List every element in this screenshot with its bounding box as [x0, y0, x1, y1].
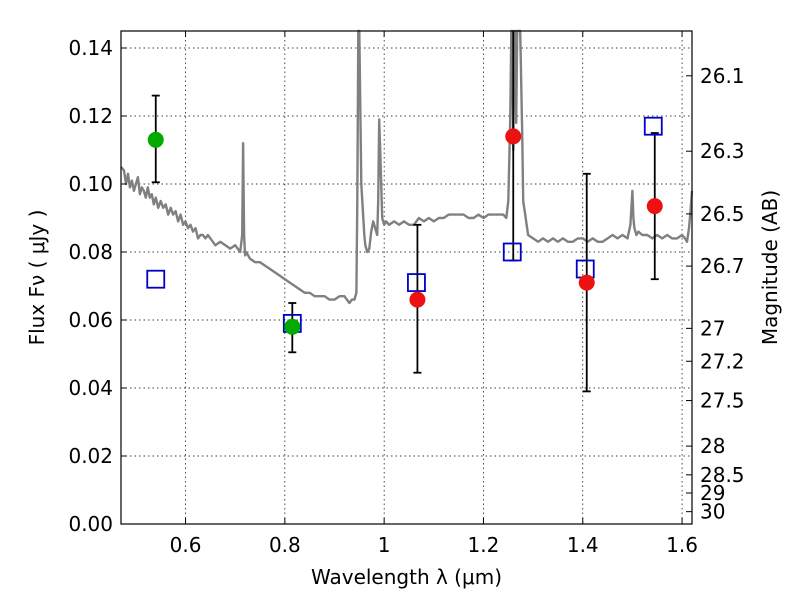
y-tick-label: 0.12 — [68, 104, 113, 128]
model-square-marker — [407, 273, 426, 293]
y2-tick-label: 28 — [700, 434, 725, 458]
plot-frame — [120, 30, 693, 525]
data-point-marker — [409, 291, 426, 308]
y2-tick-label: 27 — [700, 316, 725, 340]
x-tick-label: 0.6 — [170, 533, 202, 557]
y-axis-ticks: 0.00 0.02 0.04 0.06 0.08 0.10 0.12 0.14 — [68, 36, 127, 536]
data-point-marker — [505, 128, 522, 145]
y2-tick-label: 26.7 — [700, 254, 745, 278]
y2-axis-title: Magnitude (AB) — [758, 190, 782, 345]
y2-tick-label: 26.1 — [700, 64, 745, 88]
data-point-marker — [147, 131, 164, 148]
y-tick-label: 0.10 — [68, 172, 113, 196]
y-tick-label: 0.02 — [68, 444, 113, 468]
data-point-marker — [578, 274, 595, 291]
x-axis-title: Wavelength λ (μm) — [311, 565, 502, 589]
y2-tick-label: 27.5 — [700, 389, 745, 413]
x-tick-label: 0.8 — [269, 533, 301, 557]
y-tick-label: 0.06 — [68, 308, 113, 332]
y2-tick-label: 26.3 — [700, 139, 745, 163]
spectrum-layer — [120, 29, 694, 305]
y-tick-label: 0.08 — [68, 240, 113, 264]
y2-tick-label: 29 — [700, 481, 725, 505]
spectrum-line — [120, 29, 694, 305]
model-square-marker — [146, 269, 166, 289]
model-square-marker — [502, 242, 522, 262]
y2-tick-label: 26.5 — [700, 202, 745, 226]
grid-lines — [121, 31, 692, 524]
y2-tick-label: 27.2 — [700, 349, 745, 373]
markers-layer — [146, 116, 663, 335]
x-tick-label: 1.6 — [666, 533, 698, 557]
y-tick-label: 0.14 — [68, 36, 113, 60]
x-tick-label: 1.2 — [468, 533, 500, 557]
y-tick-label: 0.00 — [68, 512, 113, 536]
y2-tick-label: 28.5 — [700, 463, 745, 487]
x-axis-ticks: 0.6 0.8 1 1.2 1.4 1.6 — [170, 31, 698, 557]
data-point-marker — [284, 318, 301, 335]
y2-tick-label: 30 — [700, 500, 725, 524]
y-axis-title: Flux Fν ( μJy ) — [25, 210, 49, 346]
x-tick-label: 1 — [378, 533, 391, 557]
x-tick-label: 1.4 — [567, 533, 599, 557]
model-square-marker — [643, 116, 663, 136]
data-point-marker — [646, 198, 663, 215]
y-tick-label: 0.04 — [68, 376, 113, 400]
